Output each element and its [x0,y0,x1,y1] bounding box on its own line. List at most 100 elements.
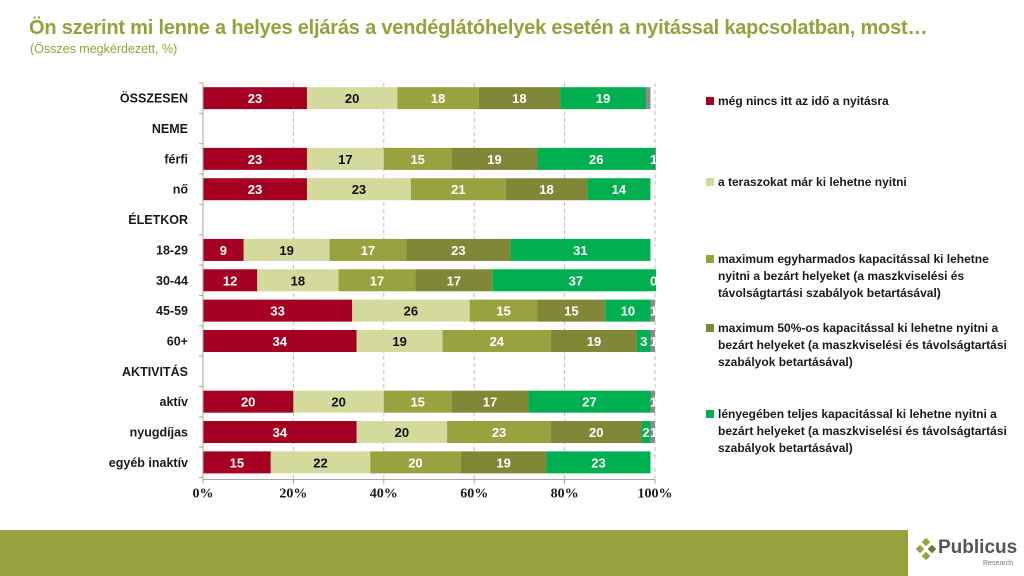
footer-band [0,530,1024,576]
data-label: 1 [650,395,657,410]
data-label: 17 [447,273,461,288]
data-label: 23 [352,182,366,197]
data-label: 19 [596,91,610,106]
brand-subtitle: Research [983,560,1013,567]
legend-item: maximum egyharmados kapacitással ki lehe… [706,251,1018,302]
bar-segment [451,147,538,170]
bar-segment [492,269,656,292]
bar-segment [551,421,642,444]
bar-segment [410,178,506,201]
bar-segment [641,421,651,444]
data-label: 0 [650,455,657,470]
bar-segment [537,147,655,170]
bar-segment [605,299,651,322]
x-tick-label: 80% [551,487,579,502]
bar-segment [243,238,330,261]
data-label: 34 [273,425,288,440]
data-label: 1 [650,152,657,167]
bar-segment [257,269,339,292]
bar-segment [537,299,606,322]
category-label: egyéb inaktív [109,456,188,470]
bar-segment [650,299,655,322]
legend-label: maximum egyharmados kapacitással ki lehe… [718,252,989,300]
group-header-label: AKTIVITÁS [122,364,188,379]
data-label: 17 [483,395,497,410]
data-label: 20 [408,455,422,470]
data-label: 15 [230,455,244,470]
category-label: 45-59 [156,304,188,318]
data-label: 34 [273,334,288,349]
bar-segment [306,178,411,201]
bar-segment [329,238,407,261]
data-label: 1 [650,425,657,440]
bar-segment [650,329,655,352]
legend-label: a teraszokat már ki lehetne nyitni [718,175,907,189]
bar-segment [203,178,307,201]
data-label: 19 [496,455,510,470]
bar-segment [560,87,646,110]
data-label: 26 [589,152,603,167]
page-title: Ön szerint mi lenne a helyes eljárás a v… [29,17,928,39]
data-label: 14 [612,182,627,197]
bar-segment [528,390,651,413]
data-label: 2 [642,425,649,440]
legend-label: még nincs itt az idő a nyitásra [718,94,889,108]
category-label: nyugdíjas [130,426,188,440]
bar-segment [203,329,357,352]
bar-segment [451,390,529,413]
bar-segment [397,87,479,110]
legend-label: lényegében teljes kapacitással ki lehetn… [718,407,1007,455]
bar-segment [551,329,637,352]
legend-swatch [706,178,714,186]
bar-segment [203,451,271,474]
bar-segment [203,87,307,110]
page-subtitle: (Összes megkérdezett, %) [30,42,178,56]
bar-segment [203,147,307,170]
publicus-logo-icon [915,538,937,560]
data-label: 17 [338,152,352,167]
x-tick-label: 100% [638,487,673,502]
bar-segment [203,269,258,292]
bar-segment [650,390,655,413]
bar-segment [510,238,651,261]
legend-item: még nincs itt az idő a nyitásra [706,93,1018,110]
bar-segment [636,329,651,352]
data-label: 37 [569,273,583,288]
data-label: 22 [313,455,327,470]
bar-segment [655,147,656,170]
data-label: 19 [392,334,406,349]
legend-item: maximum 50%-os kapacitással ki lehetne n… [706,320,1018,371]
group-header-label: ÉLETKOR [128,212,188,227]
legend-item: a teraszokat már ki lehetne nyitni [706,174,1018,191]
data-label: 18 [539,182,553,197]
data-label: 10 [621,304,635,319]
bar-segment [383,390,452,413]
bar-segment [415,269,493,292]
bar-segment [306,87,398,110]
bar-segment [270,451,371,474]
data-label: 20 [589,425,603,440]
bar-segment [469,299,538,322]
data-label: 17 [370,273,384,288]
bar-segment [442,329,552,352]
x-axis: 0% 20% 40% 60% 80% 100% [193,82,673,502]
bar-segment [478,87,561,110]
data-label: 18 [431,91,445,106]
data-label: 18 [291,273,305,288]
data-label: 20 [395,425,409,440]
data-label: 12 [223,273,237,288]
bar-segment [203,238,244,261]
data-label: 1 [650,91,657,106]
bar-segment [645,87,651,110]
data-label: 18 [512,91,526,106]
data-label: 15 [410,152,424,167]
category-label: férfi [164,152,188,166]
bar-segment [370,451,461,474]
data-label: 15 [410,395,424,410]
legend-item: lényegében teljes kapacitással ki lehetn… [706,406,1018,457]
brand-name: Publicus [938,537,1018,558]
category-label: aktív [160,395,189,409]
data-label: 19 [587,334,601,349]
legend-swatch [706,97,714,105]
bar-segment [650,421,655,444]
